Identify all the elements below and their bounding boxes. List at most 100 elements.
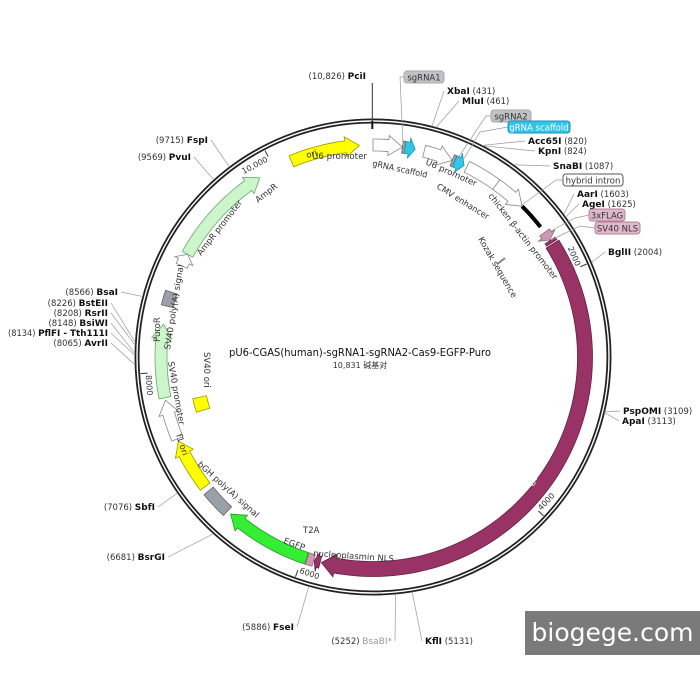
- tag-grna-scaffold[interactable]: gRNA scaffold: [507, 120, 571, 134]
- tick-mark: [295, 569, 299, 577]
- site-label: ApaI (3113): [622, 417, 676, 427]
- site-fsei[interactable]: (5886) FseI: [242, 586, 310, 633]
- feature-cas9[interactable]: [320, 239, 593, 578]
- site-pflfi-tth111i[interactable]: (8134) PflFI - Tth111I: [8, 329, 136, 356]
- restriction-sites: (10,826) PciI XbaI (431)MluI (461) Acc65I …: [8, 72, 692, 647]
- tag-sgrna1[interactable]: sgRNA1: [403, 70, 445, 84]
- feature-nucleoplasmin-nls[interactable]: [313, 551, 323, 572]
- site-label: (8065) AvrII: [53, 339, 108, 349]
- feature-sv40-ori[interactable]: [192, 395, 211, 413]
- tag-sv40-nls-text: SV40 NLS: [597, 225, 638, 235]
- site-bglii[interactable]: BglII (2004): [591, 248, 662, 263]
- tag-hybrid-intron[interactable]: hybrid intron: [562, 173, 624, 187]
- tick-mark: [580, 263, 587, 268]
- site-rsrii[interactable]: (8208) RsrII: [54, 309, 136, 346]
- site-sbfi[interactable]: (7076) SbfI: [104, 492, 178, 513]
- feature-t2a[interactable]: [304, 552, 316, 567]
- site-label: (8226) BstEII: [48, 299, 108, 309]
- tick-mark: [140, 372, 148, 375]
- site-snabi[interactable]: SnaBI (1087): [513, 162, 613, 172]
- label-u6-promoter-1: U6 promoter: [312, 152, 368, 162]
- site-bsai[interactable]: (8566) BsaI: [65, 288, 143, 298]
- site-label: XbaI (431): [447, 87, 495, 97]
- site-bsiwi[interactable]: (8148) BsiWI: [48, 319, 136, 354]
- site-bsrgi[interactable]: (6681) BsrGI: [107, 533, 214, 563]
- site-fspi[interactable]: (9715) FspI: [156, 136, 230, 168]
- site-label: SnaBI (1087): [553, 162, 613, 172]
- site-label: MluI (461): [462, 97, 509, 107]
- site-bsteii[interactable]: (8226) BstEII: [48, 299, 136, 344]
- site-label: (6681) BsrGI: [107, 553, 165, 563]
- site-aari[interactable]: AarI (1603): [563, 190, 629, 215]
- site-acc65i[interactable]: Acc65I (820): [481, 137, 587, 147]
- feature-hybrid-intron[interactable]: [520, 204, 543, 229]
- site-pvui[interactable]: (9569) PvuI: [138, 153, 215, 181]
- feature-f1-ori[interactable]: [174, 440, 211, 491]
- feature-kozak-sequence[interactable]: [496, 257, 506, 265]
- site-mlui[interactable]: MluI (461): [435, 97, 509, 128]
- site-xbai[interactable]: XbaI (431): [431, 87, 495, 127]
- site-agei[interactable]: AgeI (1625): [565, 200, 636, 218]
- watermark: biogege.com: [525, 611, 700, 655]
- features: [151, 134, 593, 578]
- label-sv40-ori: SV40 ori: [201, 352, 211, 388]
- site-label: KflI (5131): [425, 637, 473, 647]
- site-label: (8566) BsaI: [65, 288, 118, 298]
- site-label: (8134) PflFI - Tth111I: [8, 329, 108, 339]
- tag-3xflag[interactable]: 3xFLAG: [588, 208, 626, 222]
- site-label: (5886) FseI: [242, 623, 294, 633]
- feature-u6-promoter[interactable]: [372, 134, 404, 157]
- site-label: (9569) PvuI: [138, 153, 191, 163]
- feature-sv40-poly-a-signal[interactable]: [160, 289, 178, 309]
- tag-grna-scaffold-text: gRNA scaffold: [509, 124, 568, 134]
- site-kpni[interactable]: KpnI (824): [482, 145, 587, 157]
- site-label: (8208) RsrII: [54, 309, 108, 319]
- site-pcii[interactable]: (10,826) PciI: [309, 72, 374, 130]
- site-label: KpnI (824): [538, 147, 587, 157]
- site-label: (10,826) PciI: [309, 72, 366, 82]
- label-f1-ori: f1 ori: [173, 433, 189, 457]
- feature-sv40-promoter[interactable]: [158, 399, 184, 442]
- site-pspomi[interactable]: PspOMI (3109): [604, 407, 693, 417]
- site-avrii[interactable]: (8065) AvrII: [53, 339, 136, 366]
- feature-egfp[interactable]: [230, 513, 309, 565]
- feature-puror[interactable]: [151, 323, 173, 400]
- feature-3xflag[interactable]: [536, 228, 556, 242]
- plasmid-name: pU6-CGAS(human)-sgRNA1-sgRNA2-Cas9-EGFP-…: [229, 346, 491, 359]
- feature-chicken-actin-promoter[interactable]: [492, 179, 523, 207]
- label-grna-scaffold-1: gRNA scaffold: [371, 159, 428, 180]
- label-kozak-sequence: Kozak sequence: [475, 236, 518, 300]
- site-label: (8148) BsiWI: [48, 319, 108, 329]
- feature-tags: sgRNA1 sgRNA2 gRNA scaffold hybrid intro…: [403, 70, 641, 235]
- tag-sv40-nls[interactable]: SV40 NLS: [594, 221, 641, 235]
- feature-ori[interactable]: [288, 136, 361, 168]
- site-apai[interactable]: ApaI (3113): [604, 412, 676, 427]
- tick-mark: [538, 510, 544, 517]
- site-bsabi[interactable]: (5252) BsaBI*: [331, 593, 396, 647]
- feature-ampr[interactable]: [181, 177, 261, 258]
- plasmid-length: 10,831 碱基对: [333, 360, 388, 370]
- label-ampr: AmpR: [254, 182, 280, 206]
- tag-leaders: [399, 76, 596, 241]
- tag-hybrid-intron-text: hybrid intron: [566, 177, 621, 187]
- label-sv40-polya: SV40 poly(A) signal: [163, 264, 186, 351]
- site-label: PspOMI (3109): [623, 407, 692, 417]
- label-puror: PuroR: [153, 317, 163, 342]
- feature-ampr-promoter[interactable]: [173, 253, 194, 269]
- site-label: (9715) FspI: [156, 136, 208, 146]
- label-t2a: T2A: [302, 526, 320, 536]
- feature-sv40-nls[interactable]: [544, 236, 558, 247]
- label-ori: ori: [305, 149, 318, 161]
- feature-grna-scaffold[interactable]: [403, 136, 416, 160]
- site-label: AgeI (1625): [582, 200, 636, 210]
- site-label: BglII (2004): [608, 248, 662, 258]
- tick-mark: [264, 150, 269, 157]
- site-kfli[interactable]: KflI (5131): [411, 591, 473, 647]
- tick-label: 8000: [144, 375, 154, 396]
- feature-bgh-poly-a-signal[interactable]: [203, 486, 233, 517]
- site-label: (5252) BsaBI*: [331, 637, 392, 647]
- feature-u6-promoter[interactable]: [422, 144, 453, 166]
- tick-label: 6000: [298, 566, 320, 581]
- label-cmv-enhancer: CMV enhancer: [434, 182, 491, 223]
